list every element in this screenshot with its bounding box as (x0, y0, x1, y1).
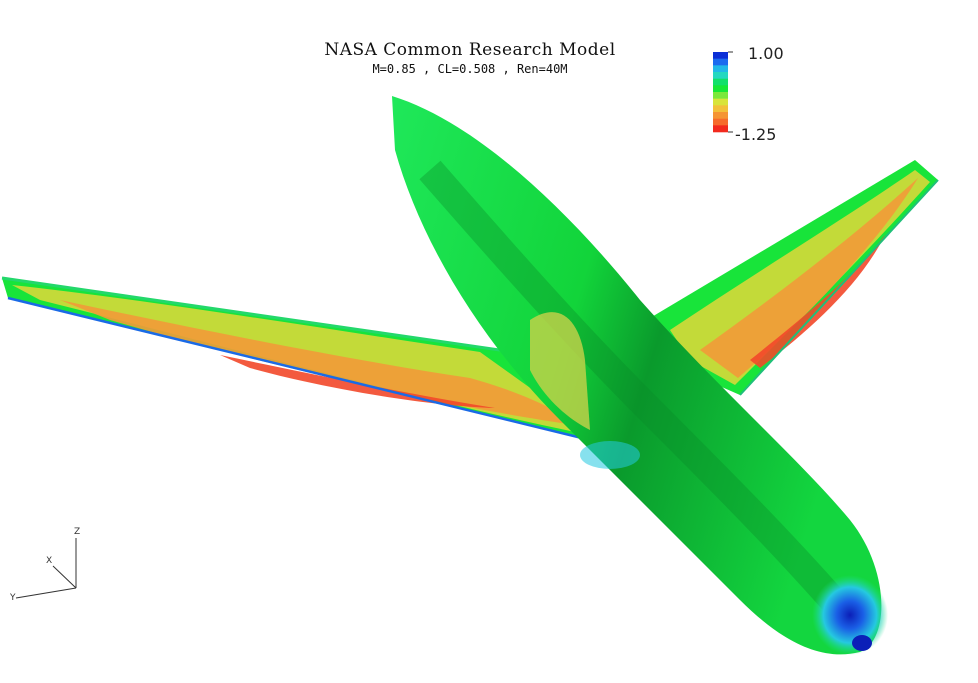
wing-belly-blue (580, 441, 640, 469)
y-axis-line (15, 587, 77, 599)
right-wing-trailing-edge (739, 179, 939, 396)
figure-subtitle: M=0.85 , CL=0.508 , Ren=40M (372, 62, 568, 76)
left-wing (1, 276, 600, 442)
x-axis-label: X (46, 556, 53, 566)
colorbar-swatch (713, 125, 728, 133)
right-wing-red-zone (750, 235, 885, 368)
colorbar-swatch (713, 65, 728, 73)
colorbar-swatch (713, 118, 728, 126)
colorbar-swatch (713, 112, 728, 119)
colorbar-swatch (713, 58, 728, 66)
left-wing-orange-zone (60, 300, 575, 425)
left-wing-trailing-edge (7, 296, 591, 442)
axis-triad (15, 538, 77, 599)
colorbar-swatch (713, 98, 728, 106)
colorbar-swatch (713, 92, 728, 99)
z-axis-label: Z (74, 527, 81, 537)
figure-title: NASA Common Research Model (324, 40, 616, 60)
colorbar-swatch (713, 78, 728, 86)
colorbar-swatch (713, 72, 728, 79)
fuselage (392, 96, 888, 655)
colorbar-min-label: -1.25 (735, 125, 777, 144)
fuselage-body (392, 96, 882, 655)
colorbar-swatch (713, 52, 728, 59)
colorbar-max-label: 1.00 (748, 44, 784, 63)
wing-root-fairing (530, 312, 590, 430)
colorbar-swatch (713, 105, 728, 113)
fuselage-shadow-band (419, 160, 861, 630)
left-wing-leading-edge (1, 276, 521, 355)
colorbar (713, 51, 733, 133)
right-wing (650, 160, 939, 396)
right-wing-orange-zone (700, 178, 918, 378)
colorbar-swatch (713, 85, 728, 93)
nose-stagnation-region (812, 575, 888, 655)
x-axis-line (52, 565, 77, 589)
y-axis-label: Y (10, 593, 16, 603)
nose-tip (852, 635, 872, 651)
